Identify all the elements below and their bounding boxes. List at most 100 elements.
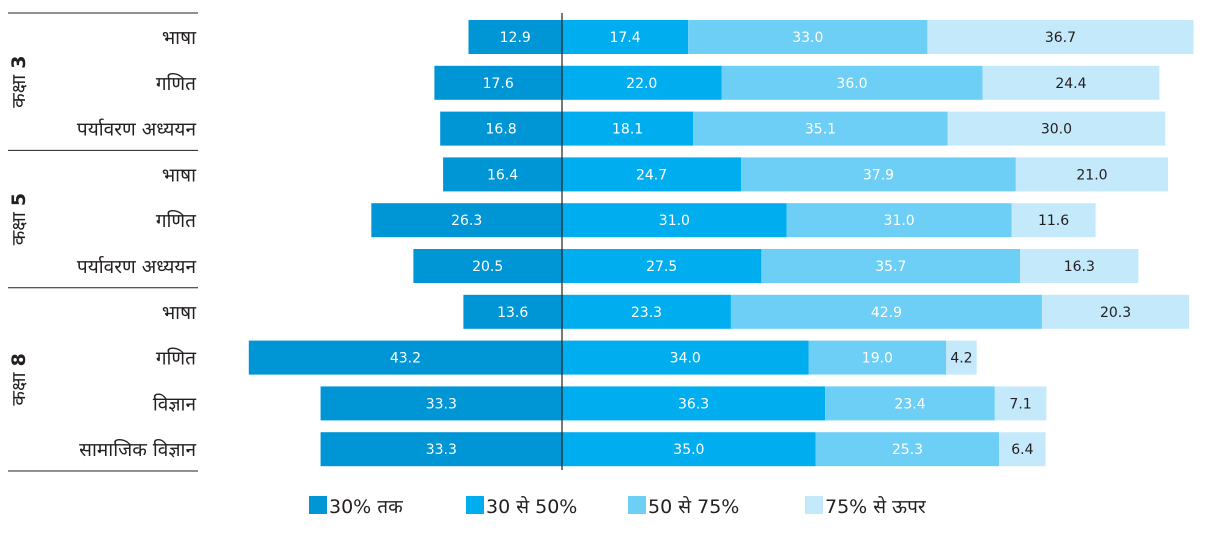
legend-label: 50 से 75%: [648, 495, 739, 518]
category-label: पर्यावरण अध्ययन: [77, 118, 197, 141]
data-label: 23.3: [631, 305, 662, 321]
data-label: 27.5: [646, 259, 677, 275]
data-label: 34.0: [670, 351, 701, 367]
data-label: 42.9: [871, 305, 902, 321]
legend-swatch: [805, 496, 823, 514]
category-label: पर्यावरण अध्ययन: [77, 255, 197, 278]
category-label: सामाजिक विज्ञान: [79, 438, 196, 461]
bar-segment: [562, 111, 694, 146]
bar-segment: [562, 249, 762, 283]
grade-number: 5: [8, 193, 30, 206]
bar-segment: [463, 294, 562, 329]
data-label: 20.3: [1100, 305, 1131, 321]
legend-label: 30 से 50%: [486, 495, 577, 518]
grade-label: कक्षा 5: [8, 193, 30, 245]
data-label: 31.0: [659, 213, 690, 229]
data-label: 20.5: [472, 259, 503, 275]
data-label: 36.0: [836, 76, 867, 92]
data-label: 21.0: [1076, 167, 1107, 183]
grade-number: 8: [8, 353, 30, 366]
data-label: 33.3: [426, 396, 457, 412]
data-label: 35.7: [875, 259, 906, 275]
grade-label-text: कक्षा: [8, 371, 30, 405]
data-label: 33.3: [426, 442, 457, 458]
category-label: भाषा: [162, 302, 197, 324]
bar-segment: [562, 203, 787, 238]
data-label: 37.9: [863, 167, 894, 183]
data-label: 33.0: [792, 30, 823, 46]
data-label: 4.2: [950, 351, 972, 367]
bar-segment: [825, 386, 995, 421]
grade-number: 3: [8, 55, 30, 68]
data-label: 11.6: [1038, 213, 1069, 229]
data-label: 22.0: [626, 76, 657, 92]
bar-segment: [562, 65, 722, 100]
category-label: गणित: [156, 209, 197, 232]
bar-segment: [994, 386, 1047, 421]
data-label: 16.8: [486, 122, 517, 138]
legend-label: 30% तक: [329, 496, 403, 518]
legend-label: 75% से ऊपर: [825, 495, 927, 518]
bar-segment: [947, 111, 1166, 146]
category-label: भाषा: [162, 27, 197, 49]
bar-segment: [413, 249, 562, 283]
bar-segment: [320, 386, 562, 421]
bar-segment: [1041, 294, 1190, 329]
bar-segment: [693, 111, 948, 146]
bar-segment: [946, 340, 977, 375]
data-label: 35.0: [673, 442, 704, 458]
bar-segment: [761, 249, 1021, 283]
grade-label-text: कक्षा: [8, 74, 30, 108]
bar-segment: [562, 157, 742, 192]
data-label: 18.1: [612, 122, 643, 138]
data-label: 17.6: [483, 76, 514, 92]
bar-segment: [562, 386, 826, 421]
bar-segment: [927, 20, 1194, 54]
grade-label: कक्षा 8: [8, 353, 30, 405]
bar-segment: [562, 432, 816, 467]
category-label: गणित: [156, 72, 197, 95]
data-label: 19.0: [862, 351, 893, 367]
bar-segment: [730, 294, 1042, 329]
bar-segment: [434, 65, 562, 100]
bar-segment: [1020, 249, 1139, 283]
data-label: 13.6: [497, 305, 528, 321]
legend-swatch: [309, 496, 327, 514]
bar-segment: [1015, 157, 1169, 192]
data-label: 23.4: [894, 396, 925, 412]
data-label: 26.3: [451, 213, 482, 229]
grade-label: कक्षा 3: [8, 55, 30, 107]
data-label: 16.3: [1064, 259, 1095, 275]
data-label: 6.4: [1011, 442, 1033, 458]
bar-segment: [371, 203, 562, 238]
category-label: गणित: [156, 347, 197, 370]
bar-segment: [320, 432, 562, 467]
data-label: 7.1: [1009, 396, 1031, 412]
bar-segment: [786, 203, 1012, 238]
data-label: 24.4: [1055, 76, 1086, 92]
category-label: भाषा: [162, 164, 197, 186]
bar-segment: [815, 432, 1000, 467]
category-label: विज्ञान: [153, 392, 197, 415]
bar-segment: [688, 20, 928, 54]
data-label: 24.7: [636, 167, 667, 183]
bar-segment: [741, 157, 1016, 192]
bar-segment: [468, 20, 562, 54]
data-label: 12.9: [500, 30, 531, 46]
data-label: 25.3: [892, 442, 923, 458]
data-label: 31.0: [884, 213, 915, 229]
bar-segment: [1011, 203, 1096, 238]
bar-segment: [248, 340, 563, 375]
bar-segment: [440, 111, 562, 146]
bar-segment: [443, 157, 562, 192]
bar-segment: [562, 294, 731, 329]
data-label: 36.3: [678, 396, 709, 412]
legend-swatch: [466, 496, 484, 514]
data-label: 35.1: [805, 122, 836, 138]
data-label: 17.4: [609, 30, 640, 46]
data-label: 36.7: [1045, 30, 1076, 46]
grade-label-text: कक्षा: [8, 211, 30, 245]
data-label: 43.2: [390, 351, 421, 367]
bar-segment: [808, 340, 947, 375]
